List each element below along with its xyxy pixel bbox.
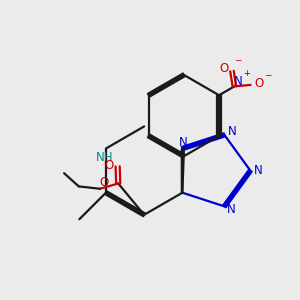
Text: N: N [254, 164, 263, 177]
Text: N: N [233, 75, 242, 88]
Text: N: N [226, 203, 235, 216]
Text: O: O [105, 159, 114, 172]
Text: N: N [178, 136, 188, 148]
Text: −: − [264, 70, 272, 79]
Text: −: − [234, 56, 242, 64]
Text: O: O [99, 176, 108, 189]
Text: O: O [220, 62, 229, 75]
Text: +: + [243, 69, 250, 78]
Text: NH: NH [96, 152, 113, 164]
Text: N: N [227, 125, 236, 138]
Text: O: O [254, 77, 263, 90]
